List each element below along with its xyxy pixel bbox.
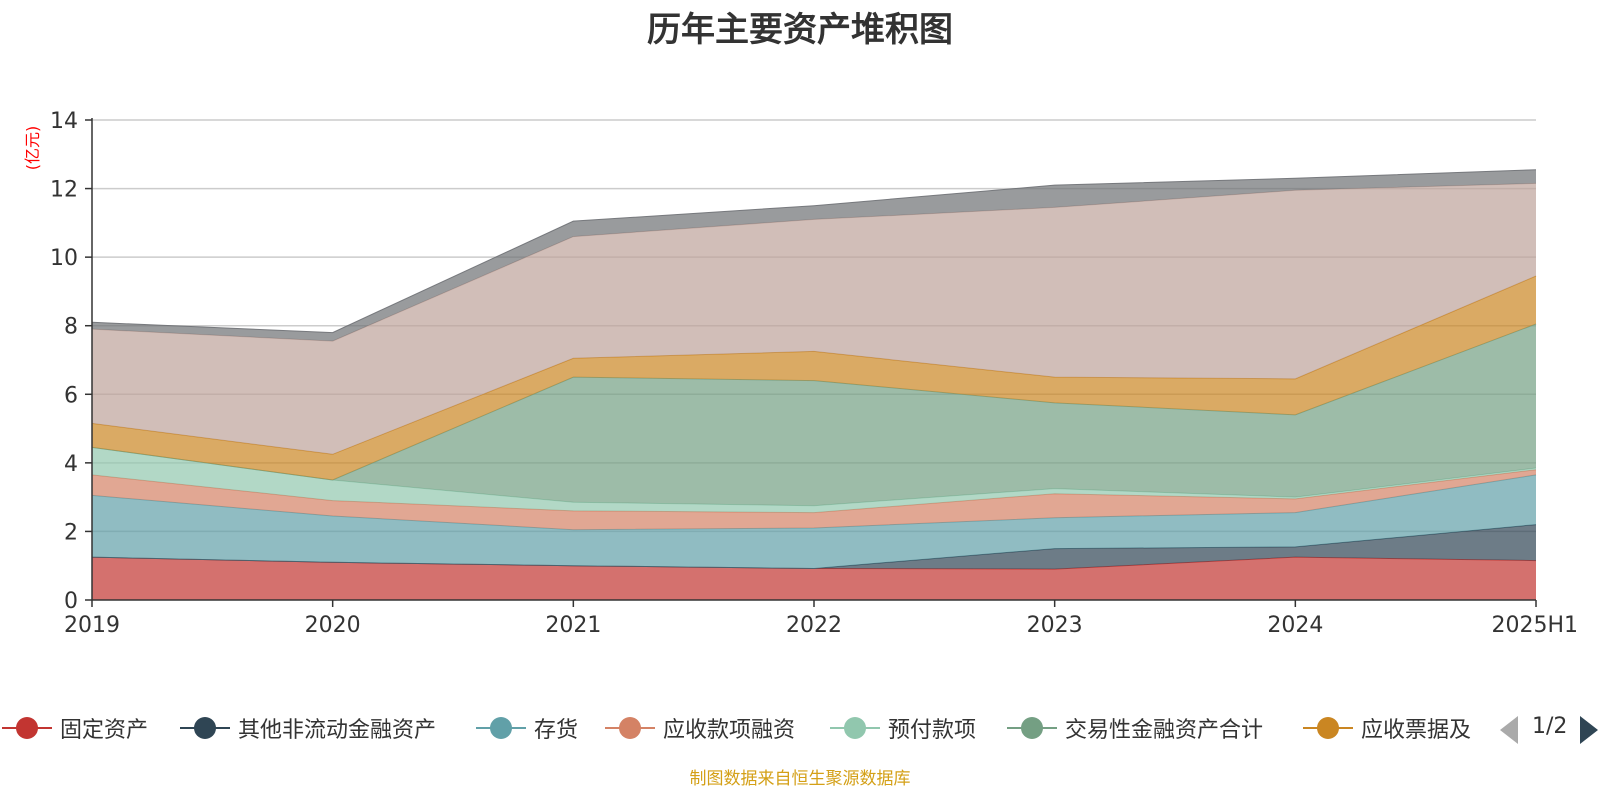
y-tick-label: 0 xyxy=(64,589,78,614)
y-tick-label: 12 xyxy=(50,178,78,203)
legend-item[interactable]: 存货 xyxy=(476,708,578,748)
legend-marker-icon xyxy=(2,715,52,741)
x-tick-label: 2021 xyxy=(545,613,601,638)
series-area-9 xyxy=(92,169,1536,342)
series-area-6 xyxy=(92,324,1536,506)
legend-label: 预付款项 xyxy=(888,718,977,743)
legend-prev-page-icon[interactable] xyxy=(1500,716,1518,744)
y-tick-label: 2 xyxy=(64,520,78,545)
legend-marker-icon xyxy=(180,715,230,741)
x-tick-label: 2025H1 xyxy=(1491,613,1578,638)
x-tick-label: 2019 xyxy=(64,613,120,638)
series-area-7 xyxy=(92,276,1536,480)
y-tick-label: 14 xyxy=(50,109,78,134)
legend-label: 交易性金融资产合计 xyxy=(1065,718,1264,743)
legend-label: 其他非流动金融资产 xyxy=(238,718,437,743)
legend-item[interactable]: 交易性金融资产合计 xyxy=(1007,708,1263,748)
x-tick-label: 2022 xyxy=(786,613,842,638)
chart-title: 历年主要资产堆积图 xyxy=(647,10,953,50)
legend-marker-icon xyxy=(605,715,655,741)
legend-label: 存货 xyxy=(534,718,579,743)
series-line-9 xyxy=(91,169,1537,334)
x-tick-label: 2023 xyxy=(1027,613,1083,638)
legend-item[interactable]: 应收款项融资 xyxy=(605,708,795,748)
legend-item[interactable]: 预付款项 xyxy=(830,708,976,748)
legend-item[interactable]: 固定资产 xyxy=(2,708,148,748)
data-source-footer: 制图数据来自恒生聚源数据库 xyxy=(689,769,911,789)
legend-item[interactable]: 其他非流动金融资产 xyxy=(180,708,436,748)
series-areas xyxy=(91,169,1537,600)
series-area-4 xyxy=(92,469,1536,530)
y-tick-label: 10 xyxy=(50,246,78,271)
series-area-3 xyxy=(92,474,1536,569)
series-area-1 xyxy=(92,557,1536,600)
series-area-2 xyxy=(92,524,1536,570)
y-tick-label: 6 xyxy=(64,383,78,408)
legend-page-indicator: 1/2 xyxy=(1532,714,1568,739)
legend-marker-icon xyxy=(830,715,880,741)
legend-label: 应收票据及 xyxy=(1361,718,1472,743)
axes: 0 2 4 6 8 10 12 14 2019 2020 2021 2022 2023 2024 2025H… xyxy=(50,109,1578,638)
series-area-5 xyxy=(92,447,1536,513)
legend-pager: 1/2 xyxy=(1500,714,1600,750)
legend-label: 应收款项融资 xyxy=(663,718,796,743)
legend-marker-icon xyxy=(1007,715,1057,741)
legend: 固定资产 其他非流动金融资产 存货 应收款项融资 预付款项 交易性金融资产合计 应收票据及 xyxy=(0,708,1600,748)
x-tick-label: 2024 xyxy=(1267,613,1323,638)
stacked-area-chart: 0 2 4 6 8 10 12 14 2019 2020 2021 2022 2023 2024 2025H… xyxy=(23,109,1578,638)
y-tick-label: 4 xyxy=(64,452,78,477)
y-tick-label: 8 xyxy=(64,315,78,340)
legend-label: 固定资产 xyxy=(60,718,149,743)
y-axis-label: (亿元) xyxy=(23,126,42,171)
legend-marker-icon xyxy=(1303,715,1353,741)
series-area-8 xyxy=(92,183,1536,455)
series-line-8 xyxy=(91,182,1537,342)
x-tick-label: 2020 xyxy=(305,613,361,638)
legend-next-page-icon[interactable] xyxy=(1580,716,1598,744)
legend-item[interactable]: 应收票据及 xyxy=(1303,708,1471,748)
legend-marker-icon xyxy=(476,715,526,741)
